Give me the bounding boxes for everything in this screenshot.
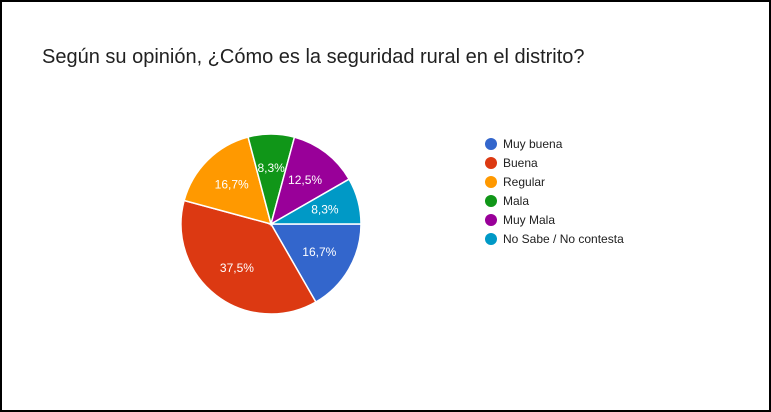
legend-swatch [485, 213, 497, 226]
pie-slice[interactable] [183, 136, 273, 226]
slice-label: 16,7% [302, 245, 336, 259]
slice-label: 8,3% [311, 203, 339, 217]
pie-labels: 16,7%37,5%16,7%8,3%12,5%8,3% [215, 161, 339, 275]
legend-item[interactable]: Regular [485, 172, 624, 191]
legend-label: Muy buena [503, 136, 563, 151]
slice-label: 8,3% [257, 161, 285, 175]
legend-item[interactable]: Muy buena [485, 134, 624, 153]
pie-slice[interactable] [269, 223, 362, 304]
pie-slice[interactable] [269, 136, 351, 226]
legend-item[interactable]: Mala [485, 191, 624, 210]
legend-label: Regular [503, 174, 546, 189]
slice-label: 12,5% [288, 173, 322, 187]
pie-slice[interactable] [180, 199, 317, 315]
slice-label: 37,5% [220, 261, 254, 275]
legend-item[interactable]: Muy Mala [485, 210, 624, 229]
legend-swatch [485, 175, 497, 188]
legend-item[interactable]: No Sabe / No contesta [485, 229, 624, 248]
legend-label: Muy Mala [503, 212, 556, 227]
legend-swatch [485, 156, 497, 169]
pie-slice[interactable] [268, 178, 362, 225]
legend-swatch [485, 194, 497, 207]
legend-label: Buena [503, 155, 538, 170]
chart-legend: Muy buena Buena Regular Mala Muy Mala No Sabe… [485, 134, 624, 248]
legend-item[interactable]: Buena [485, 153, 624, 172]
legend-label: No Sabe / No contesta [503, 231, 624, 246]
legend-swatch [485, 232, 497, 245]
slice-label: 16,7% [215, 177, 249, 191]
legend-swatch [485, 137, 497, 150]
chart-title: Según su opinión, ¿Cómo es la seguridad … [42, 46, 585, 68]
legend-label: Mala [503, 193, 530, 208]
pie-slices [180, 133, 362, 315]
